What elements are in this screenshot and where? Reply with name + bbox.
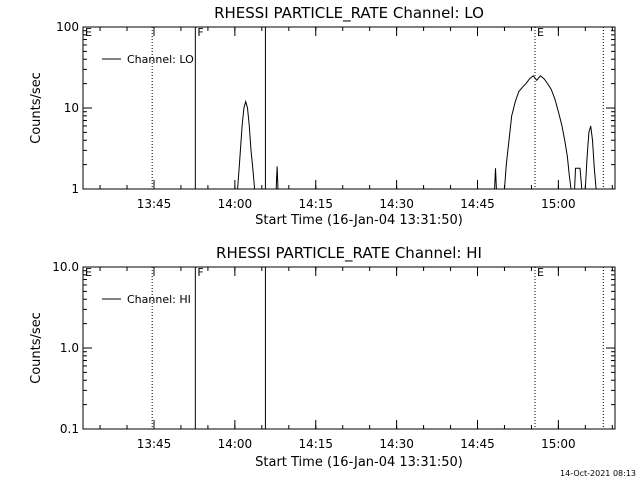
x-axis-label: Start Time (16-Jan-04 13:31:50): [255, 213, 463, 228]
data-series-line: [494, 168, 497, 190]
y-tick-label: 0.1: [60, 422, 79, 436]
y-tick-label: 10.0: [52, 260, 79, 274]
x-tick-label: 14:00: [218, 437, 253, 451]
y-tick-label: 1.0: [60, 341, 79, 355]
y-axis-label: Counts/sec: [29, 72, 44, 144]
x-tick-label: 13:45: [137, 197, 172, 211]
y-axis-label: Counts/sec: [29, 312, 44, 384]
data-series-line: [237, 99, 256, 190]
data-series-line: [584, 125, 597, 190]
chart-title: RHESSI PARTICLE_RATE Channel: HI: [216, 244, 482, 263]
y-tick-label: 100: [56, 20, 79, 34]
event-marker-label: E: [537, 26, 544, 39]
legend-label: Channel: LO: [127, 53, 194, 66]
lo-channel-panel: RHESSI PARTICLE_RATE Channel: LO 1 10 100 13…: [29, 4, 616, 228]
y-tick-label: 1: [71, 182, 79, 196]
event-marker-label: F: [197, 266, 203, 279]
chart-title: RHESSI PARTICLE_RATE Channel: LO: [214, 4, 484, 23]
x-tick-label: 14:30: [379, 437, 414, 451]
event-marker-label: E: [85, 266, 92, 279]
event-marker-label: F: [197, 26, 203, 39]
x-tick-label: 14:00: [218, 197, 253, 211]
x-tick-label: 14:30: [379, 197, 414, 211]
x-tick-label: 13:45: [137, 437, 172, 451]
event-marker-label: E: [537, 266, 544, 279]
x-tick-label: 14:45: [460, 197, 495, 211]
x-axis-label: Start Time (16-Jan-04 13:31:50): [255, 455, 463, 470]
generation-timestamp: 14-Oct-2021 08:13: [560, 469, 636, 478]
hi-channel-panel: RHESSI PARTICLE_RATE Channel: HI 0.1 1.0 10…: [29, 244, 616, 470]
data-series-line: [275, 166, 279, 190]
event-marker-label: E: [85, 26, 92, 39]
x-tick-label: 14:15: [298, 197, 333, 211]
data-series-line: [574, 167, 583, 190]
x-tick-label: 14:45: [460, 437, 495, 451]
y-tick-label: 10: [64, 101, 79, 115]
x-tick-label: 15:00: [541, 197, 576, 211]
data-series-line: [504, 75, 572, 190]
x-tick-label: 15:00: [541, 437, 576, 451]
x-tick-label: 14:15: [298, 437, 333, 451]
legend-label: Channel: HI: [127, 293, 191, 306]
